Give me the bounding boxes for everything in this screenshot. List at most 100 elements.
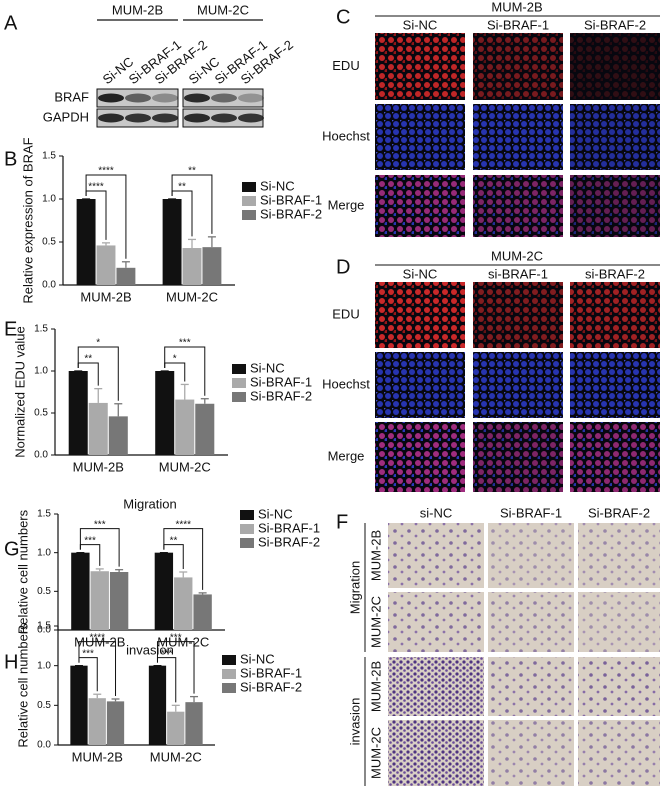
micrograph-cells [570,352,660,418]
error-bar [95,568,104,572]
column-label: Si-NC [403,17,438,32]
micrograph-cells [388,592,484,652]
significance-label: **** [98,166,114,177]
y-axis-label: Normalized EDU value [12,326,27,458]
legend-label: Si-BRAF-1 [258,520,320,535]
bar [148,665,167,745]
error-bar [179,571,188,578]
micrograph-cells [488,592,574,652]
significance-bracket [156,641,195,694]
blot-band [98,93,124,103]
bar [88,402,108,455]
y-tick-label: 0.5 [37,700,51,711]
legend-swatch [240,538,254,548]
panel-letter: D [336,256,350,278]
micrograph-cells [473,352,563,418]
column-label: Si-BRAF-1 [500,505,562,520]
blot-band [152,113,178,123]
error-bar [115,569,124,572]
row-label: Hoechst [322,376,370,391]
bar [96,245,116,285]
significance-label: **** [175,519,191,530]
y-axis-label: Relative cell numbers [15,509,30,634]
y-tick-label: 1.5 [37,509,51,520]
legend-swatch [242,182,256,192]
legend-label: Si-BRAF-2 [250,388,312,403]
column-label: Si-BRAF-2 [588,505,650,520]
micrograph-cells [375,33,465,100]
significance-label: *** [94,519,106,530]
column-label: Si-BRAF-1 [487,17,549,32]
significance-bracket [164,346,206,396]
micrograph-cells [570,104,660,170]
bar [155,371,175,455]
bar [108,416,128,455]
micrograph-cells [375,282,465,348]
panel-letter: G [4,538,20,560]
micrograph-cells [578,657,660,716]
panel-letter: A [4,12,18,34]
y-tick-label: 0.0 [37,740,51,751]
row-label: MUM-2C [368,596,383,648]
chart-title: Migration [123,496,176,511]
bar [106,701,125,745]
x-tick-label: MUM-2C [150,749,202,764]
micrograph-cells [578,523,660,588]
error-bar [114,403,123,417]
y-tick-label: 0.0 [37,625,51,636]
bar [174,577,193,630]
blot-band [125,93,151,103]
significance-label: ** [188,166,196,177]
micrograph-cells [488,523,574,588]
micrograph-cells [388,720,484,786]
significance-bracket [79,528,120,567]
legend-swatch [242,210,256,220]
chart-title: invasion [126,642,174,657]
row-label: MUM-2B [368,530,383,581]
error-bar [171,704,180,712]
significance-label: *** [82,648,94,659]
legend-swatch [240,510,254,520]
legend-label: Si-BRAF-2 [240,679,302,694]
x-tick-label: MUM-2C [159,459,211,474]
significance-label: ** [170,535,178,546]
significance-bracket [77,346,119,401]
error-bar [111,698,120,702]
bar [90,571,109,630]
error-bar [198,592,207,595]
column-label: si-NC [420,505,453,520]
error-bar [94,387,103,403]
blot-row-label: BRAF [54,89,89,104]
error-bar [207,236,216,248]
y-tick-label: 0.0 [42,280,56,291]
bar [162,199,182,285]
blot-band [238,113,264,123]
legend-label: Si-BRAF-2 [258,534,320,549]
image-panel-title: MUM-2B [491,0,542,14]
significance-label: ** [84,354,92,365]
y-tick-label: 1.0 [37,547,51,558]
significance-label: ** [178,182,186,193]
bar [202,247,222,285]
x-tick-label: MUM-2B [80,289,131,304]
significance-bracket [85,174,127,259]
row-label: MUM-2B [368,661,383,712]
row-label: Hoechst [322,128,370,143]
blot-band [98,113,124,123]
group-label: invasion [347,698,362,746]
bar [76,199,96,285]
bar [195,403,215,455]
blot-band [238,93,264,103]
significance-label: *** [84,535,96,546]
row-label: EDU [332,58,359,73]
y-axis-label: Relative cell numbers [15,623,30,748]
y-tick-label: 0.0 [34,450,48,461]
row-label: EDU [332,306,359,321]
legend-swatch [232,378,246,388]
x-tick-label: MUM-2C [166,289,218,304]
error-bar [190,695,199,703]
y-tick-label: 1.5 [34,324,48,335]
micrograph-cells [473,33,563,100]
bar [185,702,203,745]
legend-label: Si-NC [260,178,295,193]
